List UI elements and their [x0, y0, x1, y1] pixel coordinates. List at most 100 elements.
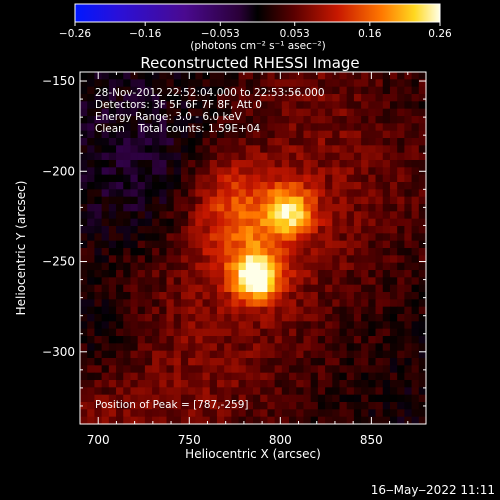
heatmap-cell: [238, 226, 247, 234]
heatmap-cell: [108, 174, 117, 183]
heatmap-cell: [188, 284, 196, 293]
heatmap-cell: [80, 372, 88, 381]
heatmap-cell: [224, 130, 232, 139]
heatmap-cell: [224, 270, 232, 278]
heatmap-cell: [281, 240, 290, 249]
heatmap-cell: [361, 233, 369, 242]
heatmap-cell: [144, 167, 153, 176]
heatmap-cell: [180, 314, 189, 322]
heatmap-cell: [267, 292, 276, 300]
heatmap-cell: [166, 306, 175, 315]
heatmap-cell: [159, 262, 168, 271]
heatmap-cell: [361, 196, 369, 205]
heatmap-cell: [296, 328, 305, 337]
heatmap-cell: [224, 226, 232, 234]
heatmap-cell: [80, 314, 88, 322]
heatmap-cell: [339, 204, 348, 212]
heatmap-cell: [180, 174, 189, 183]
heatmap-cell: [332, 182, 341, 190]
heatmap-cell: [267, 306, 276, 315]
heatmap-cell: [238, 262, 247, 271]
heatmap-cell: [173, 321, 182, 330]
heatmap-cell: [116, 270, 124, 278]
heatmap-cell: [382, 130, 391, 139]
heatmap-cell: [231, 255, 240, 264]
heatmap-cell: [108, 116, 117, 124]
heatmap-cell: [116, 167, 124, 176]
heatmap-cell: [418, 365, 427, 374]
heatmap-cell: [274, 211, 283, 220]
heatmap-cell: [116, 240, 124, 249]
heatmap-cell: [238, 416, 247, 425]
chart-title: Reconstructed RHESSI Image: [140, 54, 359, 72]
heatmap-cell: [94, 372, 103, 381]
heatmap-cell: [317, 108, 326, 117]
heatmap-cell: [281, 394, 290, 403]
heatmap-cell: [253, 380, 261, 388]
heatmap-cell: [130, 409, 139, 418]
heatmap-cell: [130, 255, 139, 264]
heatmap-cell: [101, 248, 110, 256]
heatmap-cell: [267, 145, 276, 154]
heatmap-cell: [159, 394, 168, 403]
heatmap-cell: [397, 328, 405, 337]
heatmap-cell: [303, 116, 312, 124]
heatmap-cell: [353, 94, 362, 102]
heatmap-cell: [375, 123, 384, 132]
heatmap-cell: [332, 189, 341, 198]
heatmap-cell: [332, 211, 341, 220]
heatmap-cell: [209, 218, 218, 227]
heatmap-cell: [404, 167, 413, 176]
heatmap-cell: [245, 152, 254, 161]
heatmap-cell: [130, 284, 139, 293]
heatmap-cell: [346, 196, 355, 205]
heatmap-cell: [216, 409, 225, 418]
heatmap-cell: [332, 86, 341, 95]
heatmap-cell: [361, 145, 369, 154]
heatmap-cell: [411, 387, 420, 396]
heatmap-cell: [274, 130, 283, 139]
heatmap-cell: [245, 130, 254, 139]
heatmap-cell: [101, 152, 110, 161]
heatmap-cell: [195, 130, 204, 139]
heatmap-cell: [209, 358, 218, 366]
heatmap-cell: [216, 130, 225, 139]
heatmap-cell: [238, 299, 247, 308]
heatmap-cell: [404, 358, 413, 366]
heatmap-cell: [245, 336, 254, 344]
heatmap-cell: [260, 116, 269, 124]
heatmap-cell: [389, 138, 398, 146]
heatmap-cell: [382, 299, 391, 308]
heatmap-cell: [80, 350, 88, 359]
heatmap-cell: [188, 196, 196, 205]
heatmap-cell: [389, 196, 398, 205]
heatmap-cell: [253, 350, 261, 359]
heatmap-cell: [238, 255, 247, 264]
y-tick-label: −250: [42, 255, 75, 269]
heatmap-cell: [101, 416, 110, 425]
heatmap-cell: [152, 248, 160, 256]
heatmap-cell: [188, 314, 196, 322]
heatmap-cell: [144, 321, 153, 330]
heatmap-cell: [101, 328, 110, 337]
heatmap-cell: [361, 292, 369, 300]
heatmap-cell: [418, 211, 427, 220]
heatmap-cell: [397, 321, 405, 330]
heatmap-cell: [353, 402, 362, 410]
heatmap-cell: [123, 138, 132, 146]
heatmap-cell: [123, 365, 132, 374]
heatmap-cell: [144, 365, 153, 374]
heatmap-cell: [339, 277, 348, 286]
heatmap-cell: [274, 101, 283, 110]
heatmap-cell: [101, 387, 110, 396]
heatmap-cell: [216, 240, 225, 249]
heatmap-cell: [116, 182, 124, 190]
heatmap-cell: [346, 402, 355, 410]
heatmap-cell: [296, 255, 305, 264]
heatmap-cell: [144, 394, 153, 403]
heatmap-cell: [101, 321, 110, 330]
heatmap-cell: [180, 182, 189, 190]
heatmap-cell: [281, 108, 290, 117]
heatmap-cell: [238, 79, 247, 88]
heatmap-cell: [267, 314, 276, 322]
